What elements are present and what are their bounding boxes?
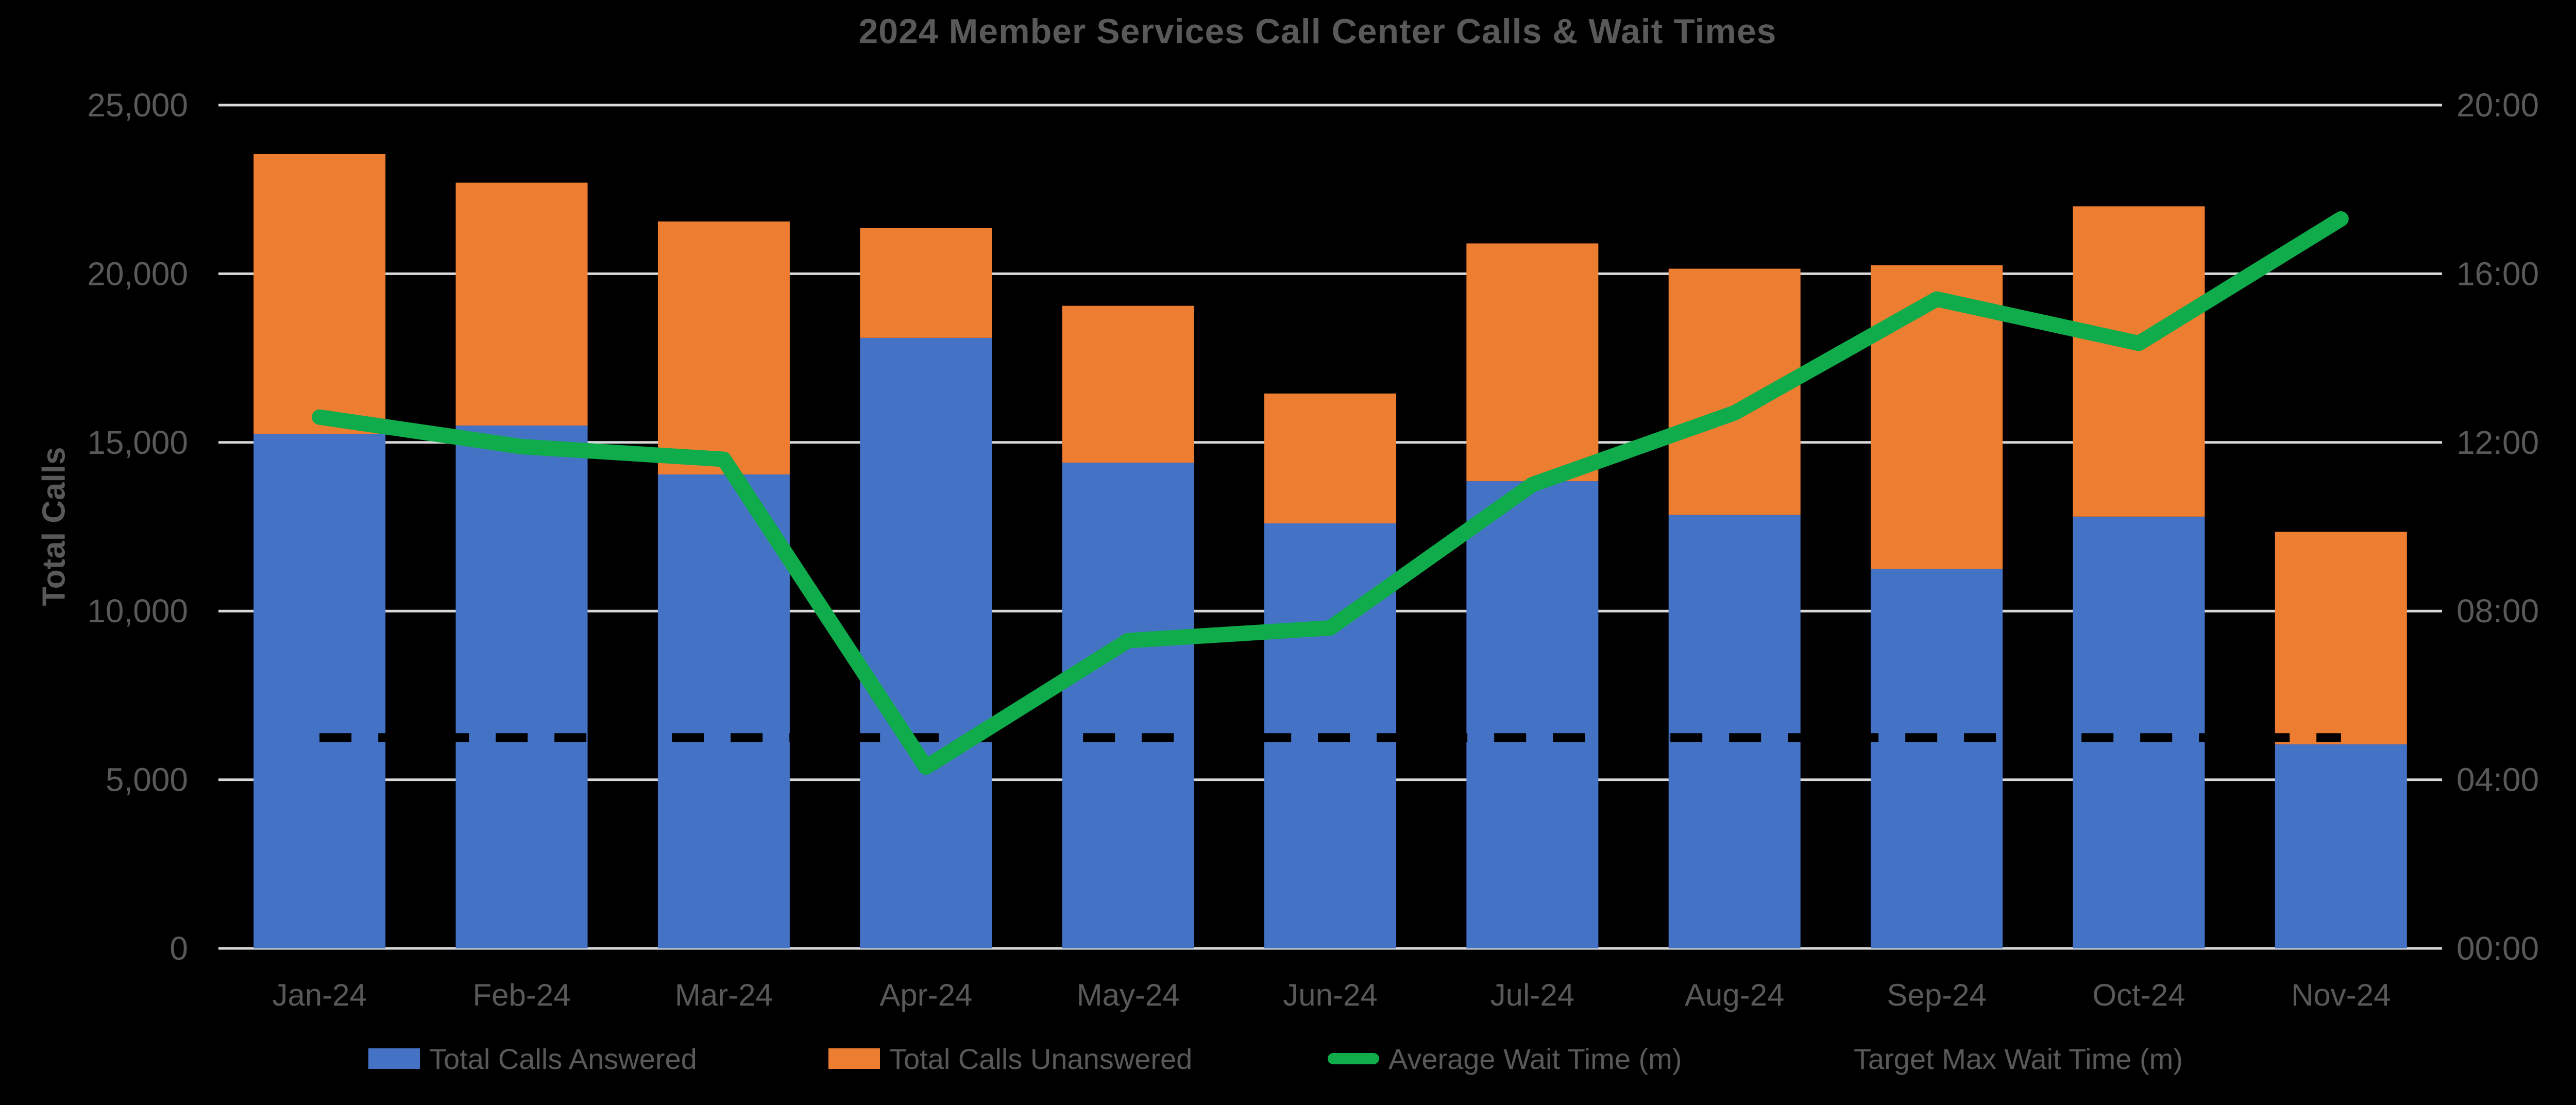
legend-label-unanswered: Total Calls Unanswered [889, 1042, 1193, 1075]
left-axis-tick-label: 15,000 [87, 424, 188, 461]
left-axis-tick-label: 20,000 [87, 255, 188, 292]
bar-segment-unanswered [1264, 393, 1396, 523]
legend-swatch-avg-wait-line [1328, 1053, 1379, 1064]
legend: Total Calls Answered Total Calls Unanswe… [0, 1030, 2576, 1087]
bar-segment-answered [2073, 516, 2205, 948]
bar-segment-unanswered [2073, 206, 2205, 517]
x-axis-tick-label: Apr-24 [879, 978, 972, 1012]
legend-label-target: Target Max Wait Time (m) [1854, 1042, 2183, 1075]
bar-segment-unanswered [1466, 243, 1599, 482]
bar-segment-unanswered [2275, 532, 2407, 744]
legend-swatch-answered [368, 1048, 420, 1069]
bar-segment-answered [657, 474, 790, 948]
x-axis-tick-label: Jan-24 [272, 978, 366, 1012]
left-axis-tick-label: 10,000 [87, 592, 188, 630]
bar-segment-answered [860, 337, 992, 948]
x-axis-tick-label: Feb-24 [472, 978, 570, 1012]
left-axis-tick-label: 0 [170, 930, 188, 967]
chart-title: 2024 Member Services Call Center Calls &… [858, 12, 1777, 51]
legend-label-answered: Total Calls Answered [429, 1042, 697, 1075]
bar-segment-answered [455, 426, 588, 948]
right-axis-tick-label: 20:00 [2456, 87, 2539, 124]
left-axis-tick-label: 25,000 [87, 87, 188, 124]
right-axis-tick-label: 04:00 [2456, 761, 2539, 798]
x-axis-tick-label: Sep-24 [1887, 978, 1986, 1012]
x-axis-tick-label: Aug-24 [1685, 978, 1784, 1012]
right-axis-tick-label: 12:00 [2456, 424, 2539, 461]
right-axis-tick-label: 00:00 [2456, 930, 2539, 967]
legend-item-answered: Total Calls Answered [368, 1030, 697, 1087]
bar-segment-unanswered [1062, 305, 1194, 463]
bar-segment-unanswered [253, 154, 386, 434]
bar-segment-answered [1062, 463, 1194, 948]
right-axis-tick-label: 08:00 [2456, 592, 2539, 630]
average-wait-line [312, 211, 2349, 775]
x-axis-tick-label: May-24 [1077, 978, 1180, 1012]
bar-segment-answered [1668, 515, 1801, 948]
right-axis-tick-label: 16:00 [2456, 255, 2539, 292]
bar-segment-answered [1466, 481, 1599, 948]
legend-item-target: Target Max Wait Time (m) [1793, 1030, 2183, 1087]
bar-segment-answered [2275, 744, 2407, 948]
x-axis-tick-label: Jul-24 [1490, 978, 1574, 1012]
bar-segment-unanswered [455, 182, 588, 426]
legend-swatch-unanswered [828, 1048, 880, 1069]
bar-segment-answered [253, 434, 386, 948]
legend-item-avg-wait: Average Wait Time (m) [1328, 1030, 1682, 1087]
x-axis-tick-label: Jun-24 [1283, 978, 1377, 1012]
legend-label-avg-wait: Average Wait Time (m) [1388, 1042, 1682, 1075]
legend-swatch-target-dashed [1793, 1054, 1844, 1063]
bar-segment-unanswered [657, 221, 790, 475]
bar-segment-answered [1871, 569, 2003, 948]
x-axis-tick-label: Oct-24 [2092, 978, 2185, 1012]
x-axis-tick-label: Mar-24 [675, 978, 773, 1012]
bar-segment-unanswered [860, 228, 992, 338]
x-axis-tick-label: Nov-24 [2291, 978, 2391, 1012]
legend-item-unanswered: Total Calls Unanswered [828, 1030, 1192, 1087]
left-axis-tick-label: 5,000 [106, 761, 188, 798]
